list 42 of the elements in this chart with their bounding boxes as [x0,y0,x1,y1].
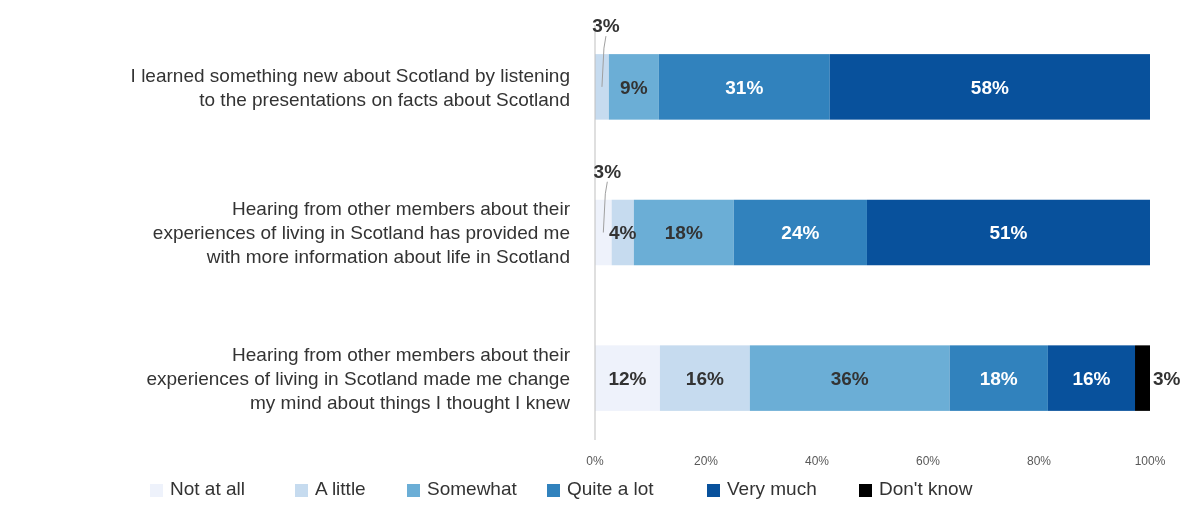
bar [866,199,1150,266]
data-label: 31% [725,76,764,98]
data-label: 4% [609,222,637,244]
x-tick-label: 80% [1026,454,1052,468]
data-label: 36% [830,367,869,389]
legend-label: Don't know [879,478,973,499]
x-tick-label: 40% [804,454,830,468]
x-tick-label: 60% [915,454,941,468]
bar [595,54,609,120]
bar [949,345,1048,411]
y-tick-label: Hearing from other members about their experiences of living in Scotland has provided me with more information about life in Scotland [152,198,571,268]
legend-label: Not at all [170,478,245,499]
y-tick-label: I learned something new about Scotland by listening to the presentations on facts about Scotland [130,64,570,110]
data-label: 58% [970,76,1009,98]
legend-label: Somewhat [427,478,518,499]
bar [595,345,660,411]
data-label: 18% [979,367,1018,389]
bar [1047,345,1136,411]
bar [659,345,750,411]
data-label: 24% [781,222,820,244]
legend-label: Quite a lot [567,478,655,499]
x-tick-label: 100% [1134,454,1166,468]
bar [829,54,1150,120]
data-label: 12% [608,367,647,389]
x-tick-label: 0% [586,454,604,468]
data-label: 18% [664,222,703,244]
bar [733,199,867,266]
y-tick-label: Hearing from other members about their experiences of living in Scotland made me change my mind about things I thought I knew [146,343,571,413]
bar [658,54,830,120]
legend-label: A little [315,478,366,499]
data-label: 3% [592,15,620,37]
bar [608,54,659,120]
x-tick-label: 20% [693,454,719,468]
bar [749,345,950,411]
data-label: 16% [685,367,725,389]
data-label: 16% [1072,367,1111,389]
legend-label: Very much [727,478,817,499]
data-label: 9% [620,76,648,98]
data-label: 3% [593,160,622,182]
data-label: 3% [1153,367,1181,389]
bar [1135,345,1150,411]
data-label: 51% [989,222,1028,244]
